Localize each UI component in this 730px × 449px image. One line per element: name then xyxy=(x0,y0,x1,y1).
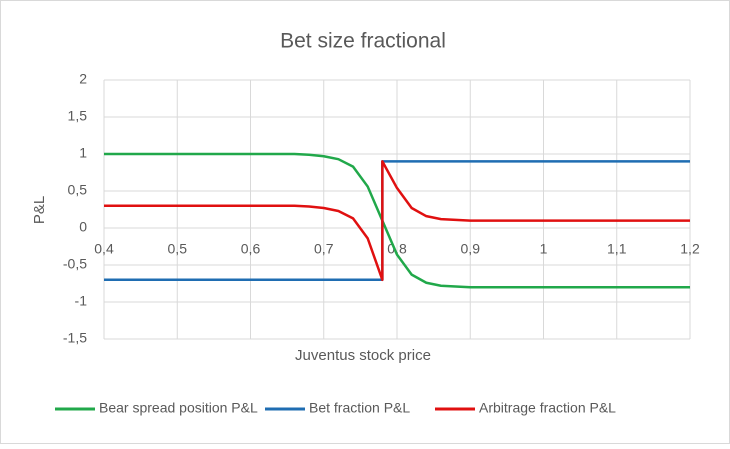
legend-label: Bear spread position P&L xyxy=(99,400,258,416)
y-tick-label: -1 xyxy=(75,293,88,309)
line-series xyxy=(104,152,690,289)
line-series xyxy=(104,160,690,282)
x-tick-label: 0,4 xyxy=(94,241,114,257)
legend-label: Bet fraction P&L xyxy=(309,400,410,416)
chart-title: Bet size fractional xyxy=(280,30,446,53)
y-tick-label: 1 xyxy=(79,145,87,161)
x-tick-label: 0,6 xyxy=(241,241,261,257)
x-tick-label: 0,5 xyxy=(168,241,188,257)
y-tick-label: 0 xyxy=(79,219,87,235)
y-axis-title: P&L xyxy=(31,196,48,224)
x-tick-label: 1 xyxy=(540,241,548,257)
x-tick-label: 1,1 xyxy=(607,241,627,257)
y-tick-label: -0,5 xyxy=(63,256,87,272)
y-tick-label: 1,5 xyxy=(68,108,88,124)
y-tick-label: 0,5 xyxy=(68,182,88,198)
x-tick-label: 0,9 xyxy=(461,241,481,257)
y-tick-label: -1,5 xyxy=(63,330,87,346)
y-tick-label: 2 xyxy=(79,71,87,87)
legend-label: Arbitrage fraction P&L xyxy=(479,400,616,416)
x-axis-title: Juventus stock price xyxy=(295,347,431,364)
x-tick-label: 1,2 xyxy=(680,241,700,257)
x-tick-label: 0,7 xyxy=(314,241,334,257)
